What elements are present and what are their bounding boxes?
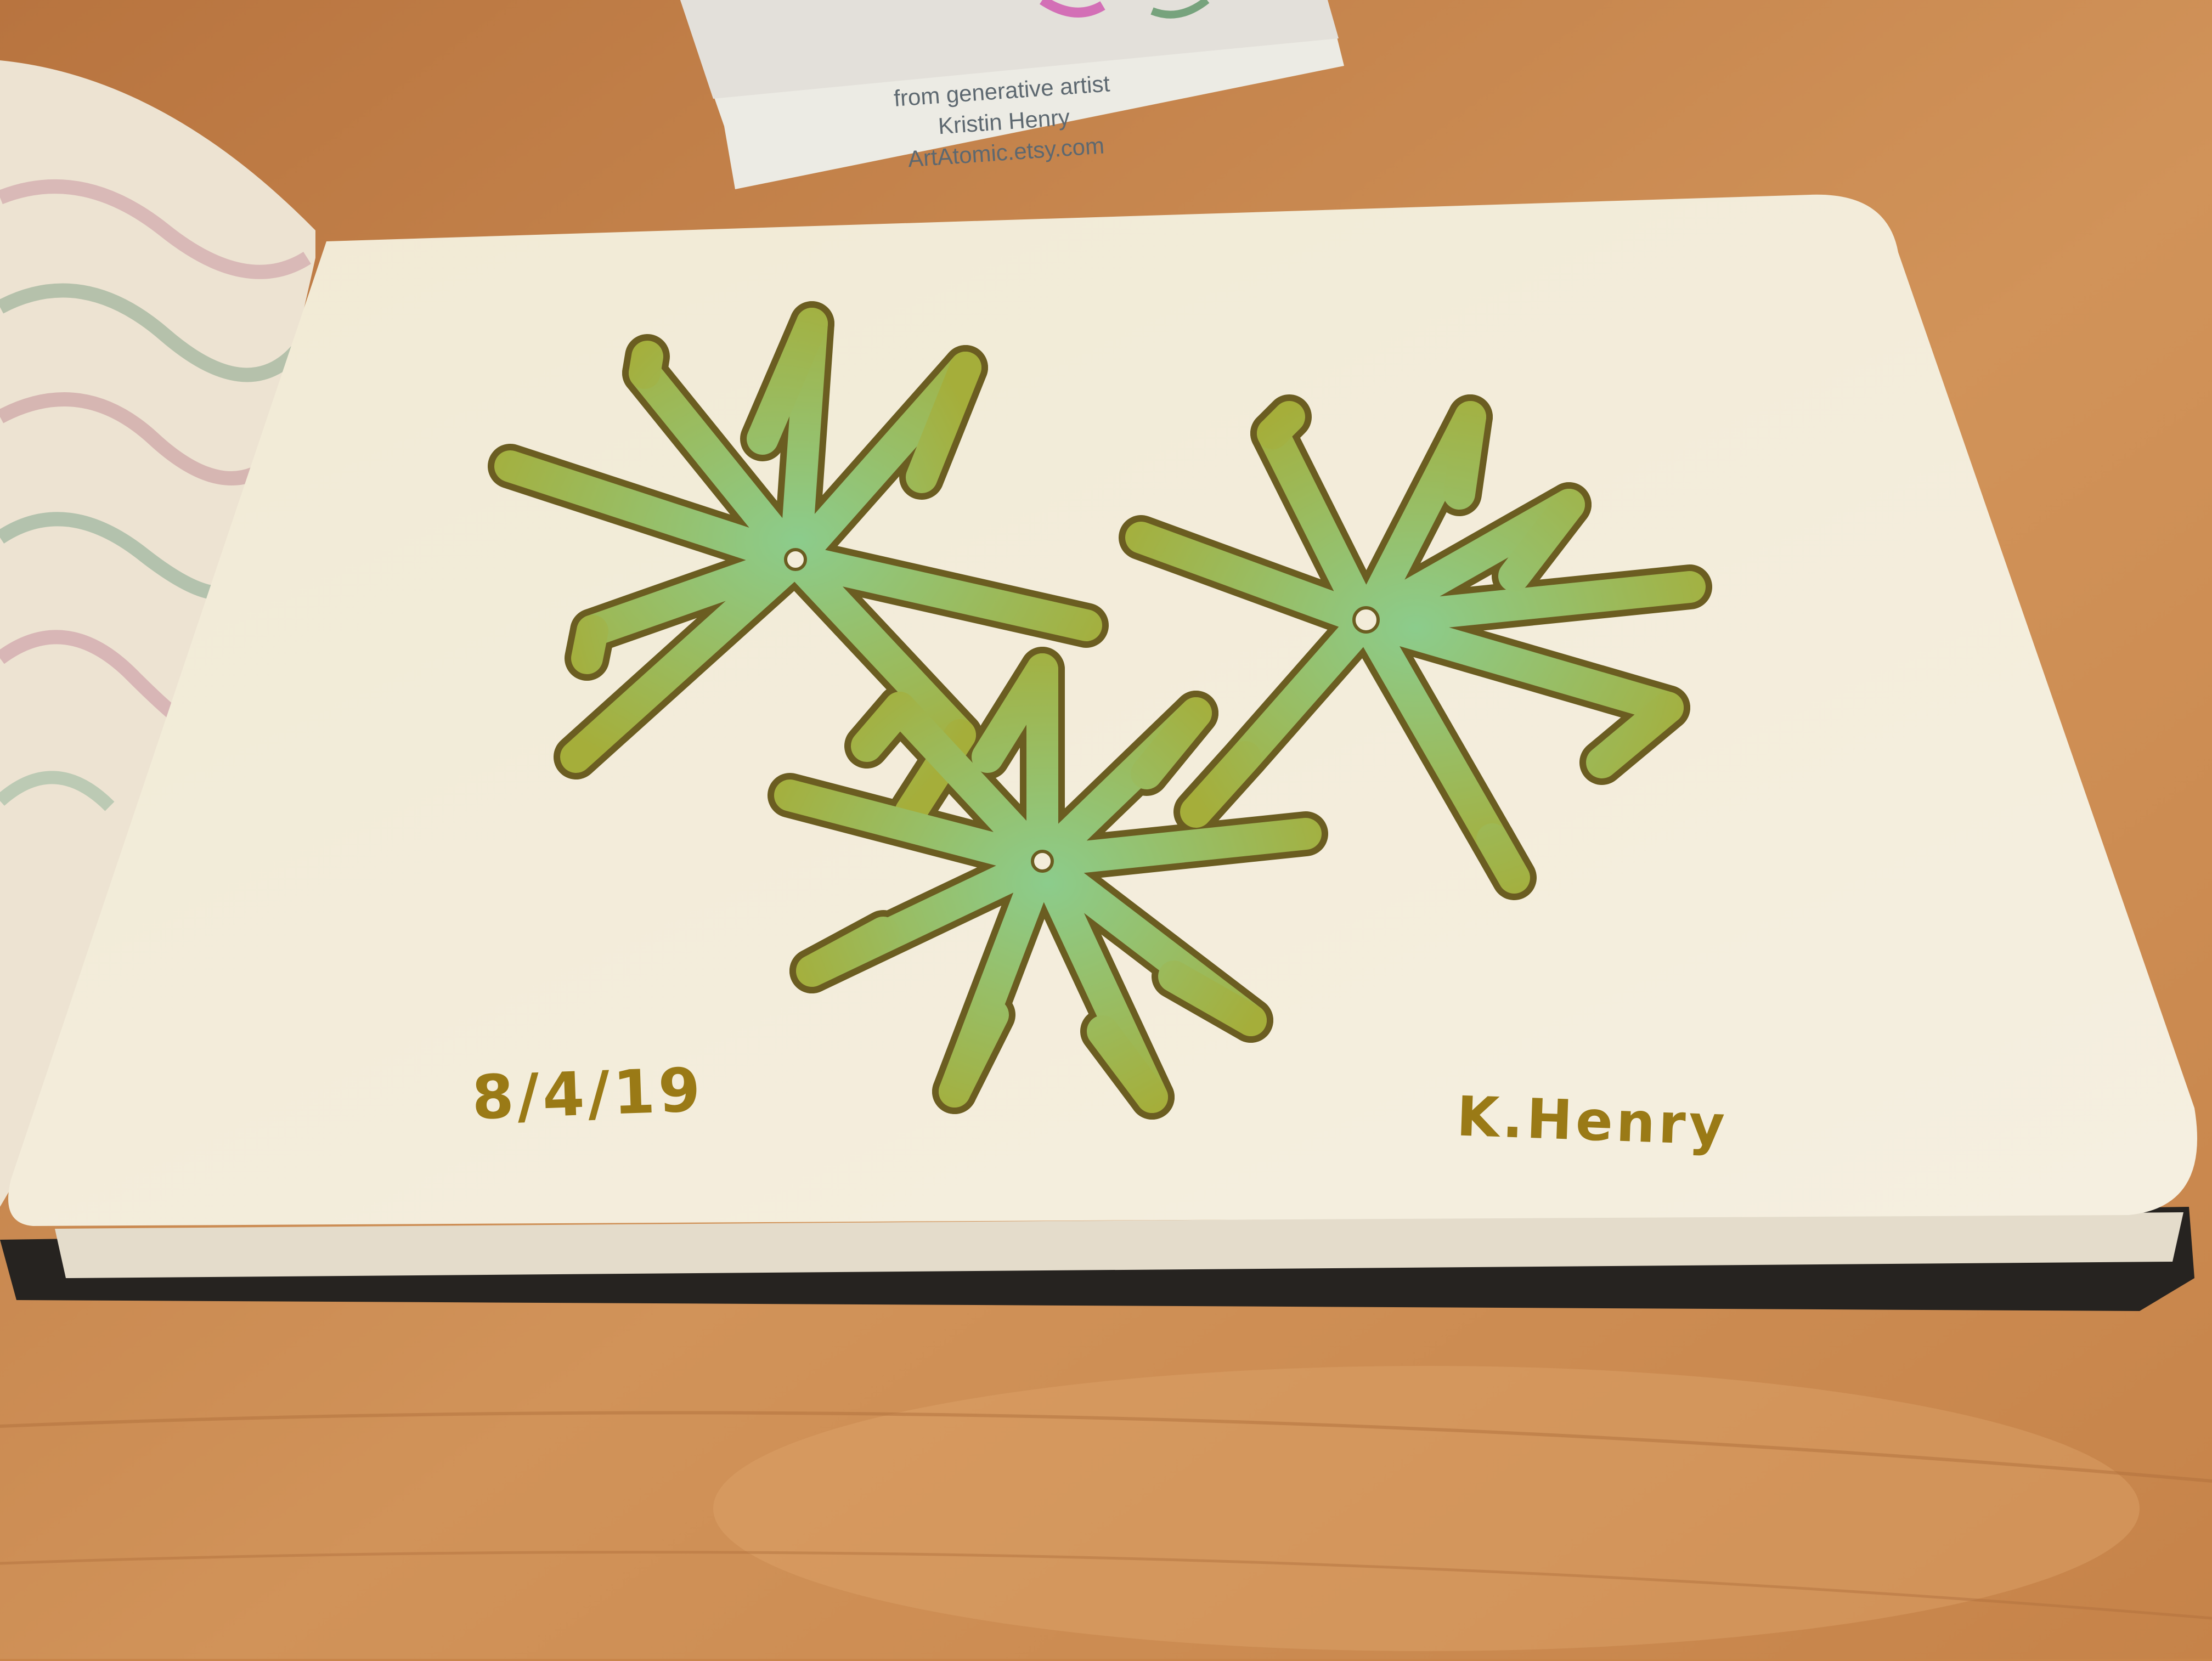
artist-card — [680, 0, 1344, 189]
sketch-date: 8/4/19 — [470, 1054, 705, 1133]
right-page — [8, 194, 2197, 1227]
left-page — [0, 60, 315, 1207]
artist-signature: K.Henry — [1455, 1084, 1729, 1158]
branching-ink-drawing — [488, 301, 1712, 1120]
